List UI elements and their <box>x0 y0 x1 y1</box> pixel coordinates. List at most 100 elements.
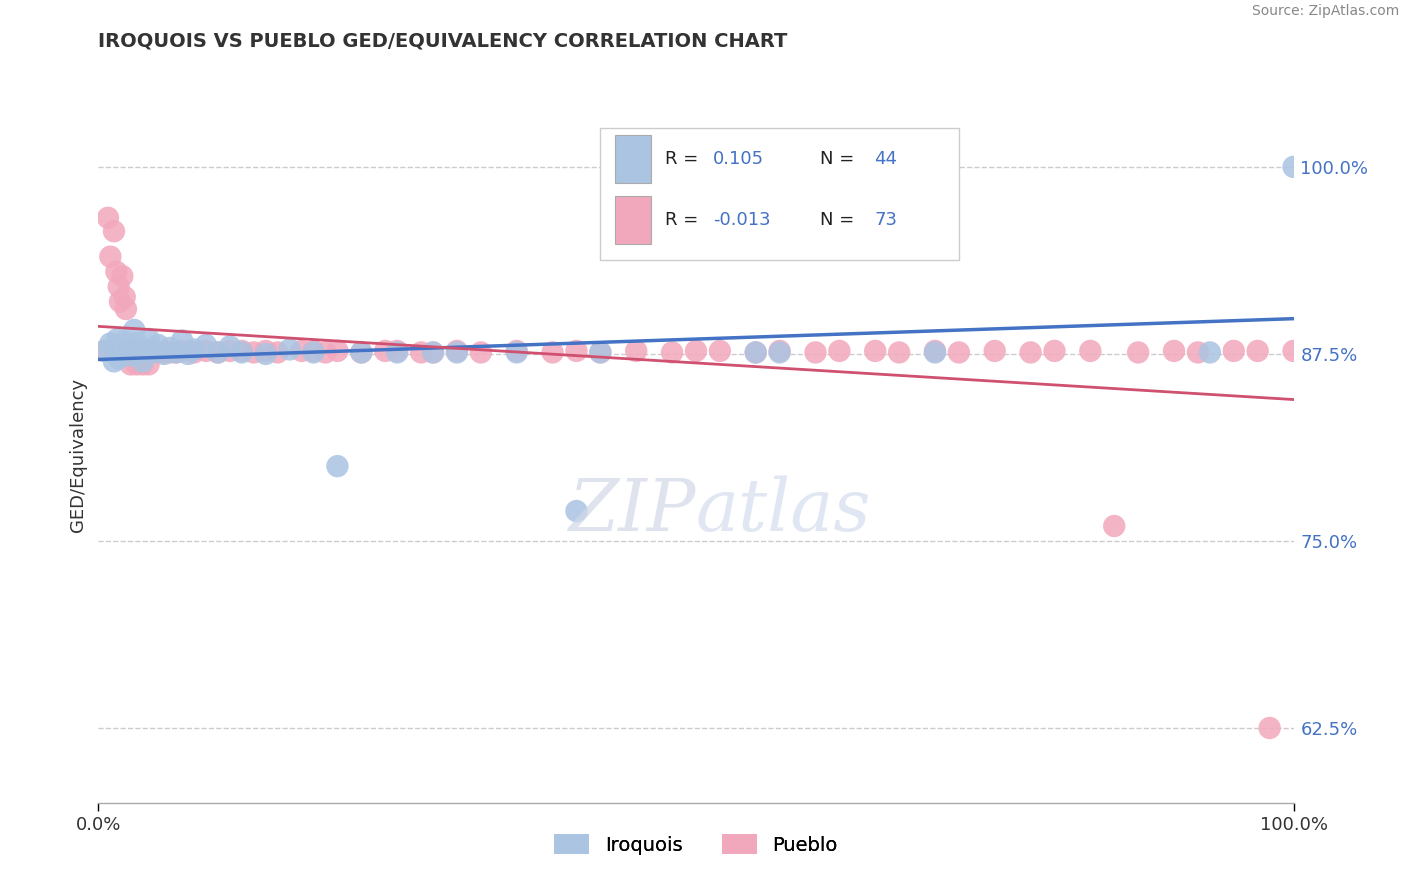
Point <box>350 345 373 359</box>
Point <box>626 343 648 358</box>
Point <box>948 345 970 359</box>
Point <box>148 345 170 359</box>
Bar <box>614 135 651 184</box>
Point <box>924 345 946 359</box>
Text: IROQUOIS VS PUEBLO GED/EQUIVALENCY CORRELATION CHART: IROQUOIS VS PUEBLO GED/EQUIVALENCY CORRE… <box>98 31 787 50</box>
Point <box>107 332 129 346</box>
Point <box>120 358 142 372</box>
Point <box>661 345 683 359</box>
Point <box>768 343 790 358</box>
Point <box>302 345 325 359</box>
Point <box>374 343 396 358</box>
Point <box>195 343 218 358</box>
Text: -0.013: -0.013 <box>713 211 770 229</box>
Legend: Iroquois, Pueblo: Iroquois, Pueblo <box>547 827 845 863</box>
Point <box>153 345 176 359</box>
Point <box>148 338 170 352</box>
Point <box>111 345 134 359</box>
Point <box>446 345 468 359</box>
Point <box>506 345 529 359</box>
Point <box>422 345 444 359</box>
Point <box>177 347 200 361</box>
Point <box>141 343 163 358</box>
Point <box>114 290 136 304</box>
Point <box>1080 343 1102 358</box>
Point <box>195 338 218 352</box>
Point <box>506 343 529 358</box>
FancyBboxPatch shape <box>600 128 959 260</box>
Point <box>326 459 349 474</box>
Point <box>889 345 911 359</box>
Point <box>219 339 242 353</box>
Point <box>768 345 790 359</box>
Point <box>207 345 229 359</box>
Point <box>1128 345 1150 359</box>
Point <box>1187 345 1209 359</box>
Point <box>183 343 205 357</box>
Point <box>302 343 325 358</box>
Text: N =: N = <box>820 150 860 168</box>
Point <box>385 343 409 358</box>
Y-axis label: GED/Equivalency: GED/Equivalency <box>69 378 87 532</box>
Point <box>446 343 468 358</box>
Point <box>131 358 153 372</box>
Point <box>124 343 146 357</box>
Point <box>745 345 768 359</box>
Point <box>172 343 194 358</box>
Point <box>541 345 564 359</box>
Point <box>108 294 131 309</box>
Point <box>107 279 129 293</box>
Point <box>114 334 136 349</box>
Point <box>135 345 157 359</box>
Point <box>93 343 115 358</box>
Point <box>165 345 187 359</box>
Text: 73: 73 <box>875 211 897 229</box>
Point <box>105 265 128 279</box>
Point <box>172 334 194 348</box>
Point <box>141 345 163 359</box>
Point <box>107 351 129 366</box>
Point <box>207 345 229 359</box>
Point <box>589 345 612 359</box>
Point <box>254 343 277 358</box>
Text: N =: N = <box>820 211 860 229</box>
Text: 44: 44 <box>875 150 897 168</box>
Point <box>129 343 152 358</box>
Text: R =: R = <box>665 211 704 229</box>
Point <box>350 345 373 359</box>
Point <box>804 345 827 359</box>
Point <box>1282 160 1305 174</box>
Point <box>411 345 433 359</box>
Bar <box>614 195 651 244</box>
Point <box>1104 519 1126 533</box>
Text: Source: ZipAtlas.com: Source: ZipAtlas.com <box>1251 4 1399 19</box>
Point <box>103 354 125 368</box>
Point <box>127 345 149 359</box>
Point <box>98 250 122 264</box>
Point <box>984 343 1007 358</box>
Point <box>105 343 128 357</box>
Point <box>138 358 160 372</box>
Point <box>125 358 148 372</box>
Point <box>159 345 181 359</box>
Point <box>1258 721 1281 735</box>
Point <box>124 323 146 337</box>
Point <box>117 341 139 355</box>
Text: R =: R = <box>665 150 704 168</box>
Point <box>685 343 707 358</box>
Point <box>153 347 176 361</box>
Point <box>159 341 181 355</box>
Point <box>231 345 253 359</box>
Point <box>117 343 139 357</box>
Point <box>1043 343 1066 358</box>
Point <box>385 345 409 359</box>
Point <box>98 336 122 351</box>
Point <box>219 343 242 358</box>
Point <box>865 343 887 358</box>
Point <box>1282 343 1305 358</box>
Point <box>1247 343 1270 358</box>
Point <box>278 343 301 357</box>
Point <box>924 343 946 358</box>
Point <box>93 343 115 358</box>
Point <box>828 343 851 358</box>
